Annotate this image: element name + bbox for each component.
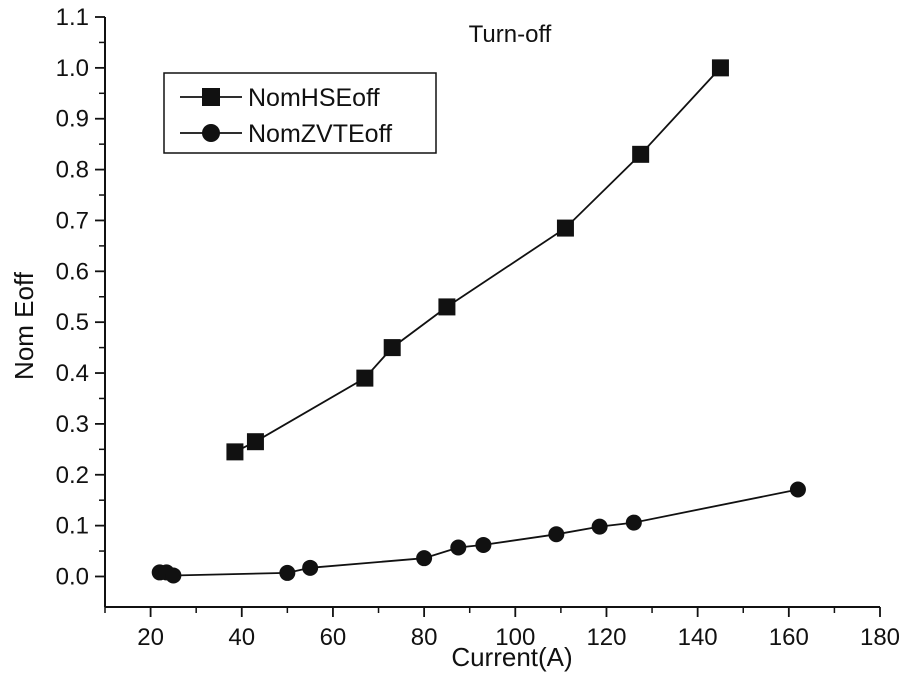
x-tick-label: 160 (769, 624, 809, 651)
y-tick-label: 0.2 (56, 462, 89, 489)
data-point-nomhseoff (226, 443, 244, 461)
x-tick-label: 60 (320, 624, 347, 651)
x-tick-label: 20 (137, 624, 164, 651)
legend-marker-nomzvteoff (202, 124, 220, 142)
ticks: 20 40 60 80 100 120 140 160 180 0.0 0.1 0.2 0.3 0.4 0.… (56, 4, 900, 651)
data-point-nomzvteoff (416, 550, 433, 567)
y-tick-label: 0.6 (56, 258, 89, 285)
y-tick-label: 1.0 (56, 55, 89, 82)
x-tick-label: 180 (860, 624, 900, 651)
data-point-nomzvteoff (625, 514, 642, 531)
data-point-nomzvteoff (591, 518, 608, 535)
y-axis-label: Nom Eoff (9, 271, 39, 380)
data-point-nomhseoff (711, 59, 729, 77)
y-tick-label: 0.8 (56, 157, 89, 184)
y-tick-label: 0.0 (56, 563, 89, 590)
legend-marker-nomhseoff (202, 88, 220, 106)
data-point-nomhseoff (438, 298, 456, 316)
y-tick-label: 0.1 (56, 513, 89, 540)
data-point-nomzvteoff (165, 567, 182, 584)
data-point-nomzvteoff (548, 526, 565, 543)
series-line-nomzvteoff (159, 488, 799, 577)
x-tick-label: 140 (678, 624, 718, 651)
chart-title: Turn-off (469, 21, 552, 48)
y-tick-label: 1.1 (56, 4, 89, 31)
x-axis-label: Current(A) (451, 642, 572, 672)
y-tick-label: 0.4 (56, 360, 89, 387)
data-point-nomzvteoff (450, 539, 467, 556)
data-point-nomzvteoff (279, 564, 296, 581)
axes (104, 17, 880, 608)
legend-label-nomhseoff: NomHSEoff (248, 84, 380, 112)
data-point-nomhseoff (556, 219, 574, 237)
x-tick-label: 120 (586, 624, 626, 651)
data-point-nomhseoff (632, 145, 650, 163)
y-tick-label: 0.7 (56, 207, 89, 234)
x-tick-label: 80 (411, 624, 438, 651)
data-point-nomzvteoff (302, 559, 319, 576)
y-tick-label: 0.5 (56, 309, 89, 336)
series-line-nomhseoff (234, 67, 722, 453)
data-point-nomhseoff (383, 339, 401, 357)
x-tick-label: 100 (495, 624, 535, 651)
series (151, 59, 806, 584)
y-tick-label: 0.9 (56, 106, 89, 133)
x-tick-label: 40 (228, 624, 255, 651)
data-point-nomzvteoff (789, 481, 806, 498)
legend-label-nomzvteoff: NomZVTEoff (248, 120, 392, 148)
legend: NomHSEoff NomZVTEoff (163, 72, 437, 154)
data-point-nomhseoff (246, 433, 264, 451)
data-point-nomzvteoff (475, 536, 492, 553)
data-point-nomhseoff (356, 369, 374, 387)
y-tick-label: 0.3 (56, 411, 89, 438)
